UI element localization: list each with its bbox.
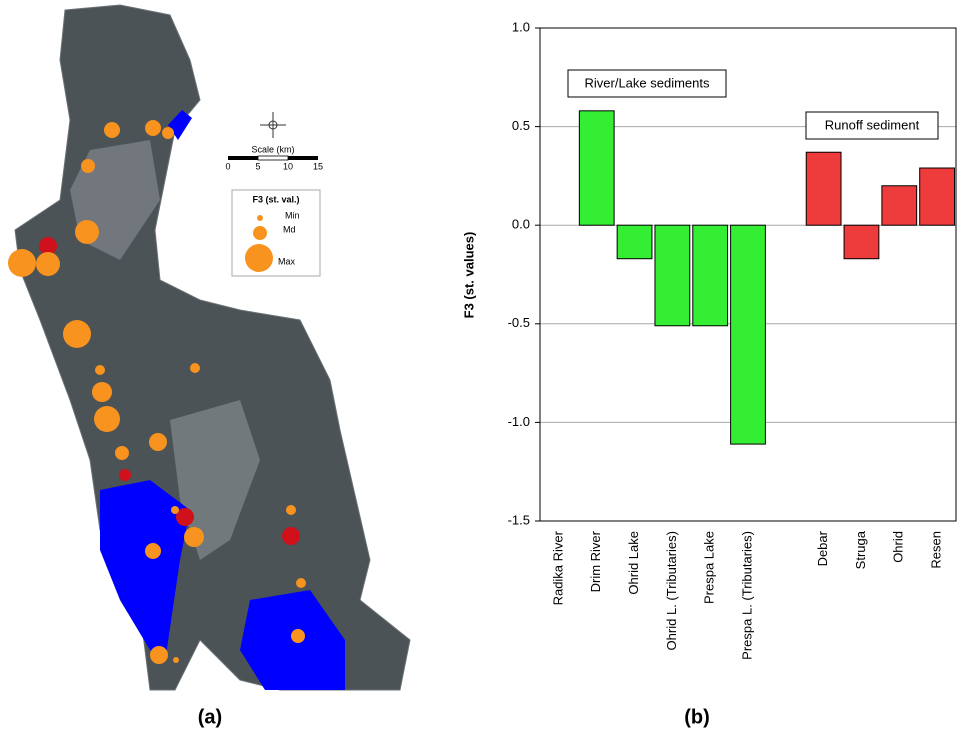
bar: [731, 225, 766, 444]
panel-label: (b): [684, 706, 710, 728]
legend-label: River/Lake sediments: [585, 75, 710, 90]
site: [8, 249, 36, 277]
bar: [920, 168, 955, 225]
y-axis-label: F3 (st. values): [461, 232, 476, 319]
site: [104, 122, 120, 138]
legend-label: Runoff sediment: [825, 117, 920, 132]
bar: [882, 186, 917, 225]
site: [95, 365, 105, 375]
x-tick-label: Drim River: [588, 530, 603, 592]
y-tick-label: -0.5: [508, 315, 530, 330]
map-legend: F3 (st. val.) Min Md Max: [232, 190, 320, 276]
bar: [693, 225, 728, 326]
legend-item: Max: [278, 256, 296, 266]
compass: [260, 112, 286, 138]
site: [119, 469, 131, 481]
site: [149, 433, 167, 451]
site: [145, 543, 161, 559]
bar: [617, 225, 652, 259]
bar: [844, 225, 879, 259]
bar: [655, 225, 690, 326]
scale-tick: 0: [225, 161, 230, 171]
scale-bar: Scale (km) 0 5 10 15: [225, 144, 323, 171]
map: Scale (km) 0 5 10 15 F3 (st. val.) Min M…: [8, 5, 410, 728]
x-tick-label: Debar: [815, 530, 830, 566]
figure: Scale (km) 0 5 10 15 F3 (st. val.) Min M…: [0, 0, 967, 733]
bar: [806, 152, 841, 225]
bar-chart: (b) F3 (st. values) -1.5 -1.0 -0.5 0.0 0.5 1.…: [461, 19, 956, 728]
site: [286, 505, 296, 515]
legend-title: F3 (st. val.): [252, 194, 299, 204]
x-tick-label: Ohrid: [891, 531, 906, 563]
site: [145, 120, 161, 136]
site: [92, 382, 112, 402]
site: [291, 629, 305, 643]
x-tick-label: Struga: [853, 530, 868, 569]
site: [184, 527, 204, 547]
site: [115, 446, 129, 460]
y-tick-label: 0.5: [512, 118, 530, 133]
legend-item: Md: [283, 224, 296, 234]
legend-item: Min: [285, 210, 300, 220]
y-tick-label: 1.0: [512, 19, 530, 34]
site: [94, 406, 120, 432]
bar: [579, 111, 614, 225]
site: [75, 220, 99, 244]
x-tick-label: Prespa Lake: [702, 531, 717, 604]
site: [81, 159, 95, 173]
scale-tick: 10: [283, 161, 293, 171]
site: [162, 127, 174, 139]
site: [190, 363, 200, 373]
site: [171, 506, 179, 514]
x-tick-label: Radika River: [550, 530, 565, 605]
site: [63, 320, 91, 348]
site: [150, 646, 168, 664]
x-tick-label: Prespa L. (Tributaries): [739, 531, 754, 660]
scale-tick: 15: [313, 161, 323, 171]
panel-label: (a): [198, 706, 222, 728]
site: [173, 657, 179, 663]
x-tick-label: Resen: [929, 531, 944, 569]
scale-tick: 5: [255, 161, 260, 171]
x-tick-label: Ohrid L. (Tributaries): [664, 531, 679, 650]
y-tick-label: -1.0: [508, 414, 530, 429]
x-tick-label: Ohrid Lake: [626, 531, 641, 595]
y-tick-label: 0.0: [512, 217, 530, 232]
y-tick-label: -1.5: [508, 512, 530, 527]
site: [282, 527, 300, 545]
scale-title: Scale (km): [251, 144, 294, 154]
site: [296, 578, 306, 588]
site: [36, 252, 60, 276]
